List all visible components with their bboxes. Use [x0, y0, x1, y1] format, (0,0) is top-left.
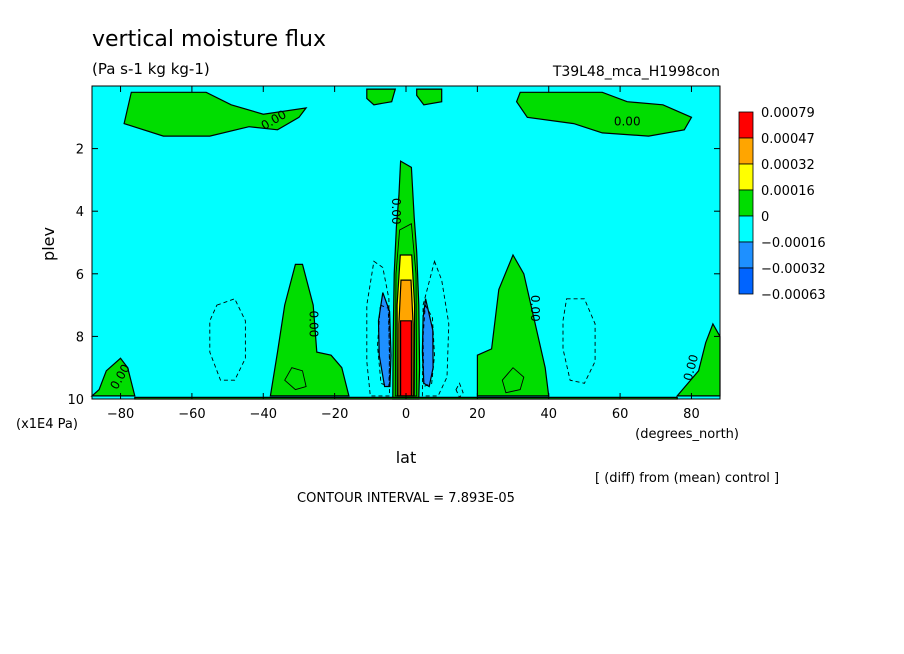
legend-label: 0.00032 — [761, 158, 815, 173]
x-tick-label: 60 — [612, 407, 629, 422]
contour-label: 0.00 — [389, 198, 403, 225]
x-axis: −80 −60 −40 −20 0 20 40 60 80 — [107, 86, 700, 422]
contour-dashed-north-eq-outer — [421, 259, 450, 397]
x-tick-label: −40 — [250, 407, 277, 422]
x-tick-label: 0 — [402, 407, 410, 422]
contour-dashed-south-wide — [209, 298, 246, 381]
blue-region-south — [377, 292, 392, 388]
x-tick-label: −80 — [107, 407, 134, 422]
y-tick-label: 6 — [76, 268, 84, 283]
x-tick-label: 40 — [540, 407, 557, 422]
contour-lines — [209, 222, 596, 399]
y-tick-label: 10 — [67, 393, 84, 408]
legend-swatch — [738, 137, 754, 165]
green-region-far-south — [90, 357, 136, 397]
legend-label: 0 — [761, 210, 769, 225]
y-axis: 2 4 6 8 10 — [67, 143, 720, 408]
legend-swatch — [738, 111, 754, 139]
legend: 0.00079 0.00047 0.00032 0.00016 0 −0.00016 −0.… — [738, 106, 826, 303]
contour-dashed-north-eq-inner — [422, 303, 435, 388]
x-axis-units: (degrees_north) — [635, 427, 739, 442]
green-region-top-center-b — [416, 88, 443, 106]
contour-dashed-south-eq-outer — [366, 260, 391, 397]
legend-label: 0.00047 — [761, 132, 815, 147]
legend-swatch — [738, 189, 754, 217]
green-region-top-right — [515, 91, 693, 137]
red-region-equator — [400, 320, 412, 397]
x-tick-label: −60 — [178, 407, 205, 422]
green-region-top-center-a — [366, 88, 397, 106]
contour-north-midlat-inner — [501, 367, 525, 394]
contour-dashed-tiny-north — [455, 382, 464, 399]
legend-swatch — [738, 215, 754, 243]
green-region-south-midlat — [269, 263, 350, 397]
contour-equator-inner-green — [394, 222, 418, 397]
contour-interval: CONTOUR INTERVAL = 7.893E-05 — [297, 491, 515, 506]
legend-label: −0.00032 — [761, 262, 826, 277]
legend-swatch — [738, 163, 754, 191]
legend-swatch — [738, 267, 754, 295]
contour-south-midlat-inner — [284, 367, 307, 391]
run-label: T39L48_mca_H1998con — [552, 64, 720, 80]
y-tick-label: 2 — [76, 143, 84, 158]
y-tick-label: 8 — [76, 330, 84, 345]
x-tick-label: 80 — [683, 407, 700, 422]
legend-label: 0.00079 — [761, 106, 815, 121]
contour-label: 0.00 — [307, 311, 321, 338]
diff-note: [ (diff) from (mean) control ] — [595, 471, 779, 486]
contour-label: 0.00 — [614, 114, 641, 128]
contour-dashed-south-eq-inner — [377, 304, 391, 388]
legend-label: 0.00016 — [761, 184, 815, 199]
green-region-north-midlat — [476, 253, 550, 397]
y-tick-label: 4 — [76, 205, 84, 220]
x-axis-label: lat — [396, 448, 417, 467]
contour-dashed-north-wide — [562, 298, 596, 384]
legend-label: −0.00016 — [761, 236, 826, 251]
filled-contours — [90, 88, 721, 400]
chart-title: vertical moisture flux — [92, 27, 326, 52]
x-tick-label: 20 — [469, 407, 486, 422]
legend-swatch — [738, 241, 754, 269]
y-axis-label: plev — [39, 227, 58, 261]
chart-subtitle: (Pa s-1 kg kg-1) — [92, 60, 210, 78]
y-axis-units: (x1E4 Pa) — [16, 417, 78, 432]
legend-label: −0.00063 — [761, 288, 826, 303]
contour-label: 0.00 — [528, 295, 542, 322]
plot-area: 0.00 0.000.000.000.000.00 0.00 −80 −60 −40 −2… — [67, 85, 721, 422]
green-region-top-left — [123, 91, 308, 137]
contour-label: 0.00 — [681, 353, 701, 382]
x-tick-label: −20 — [321, 407, 348, 422]
